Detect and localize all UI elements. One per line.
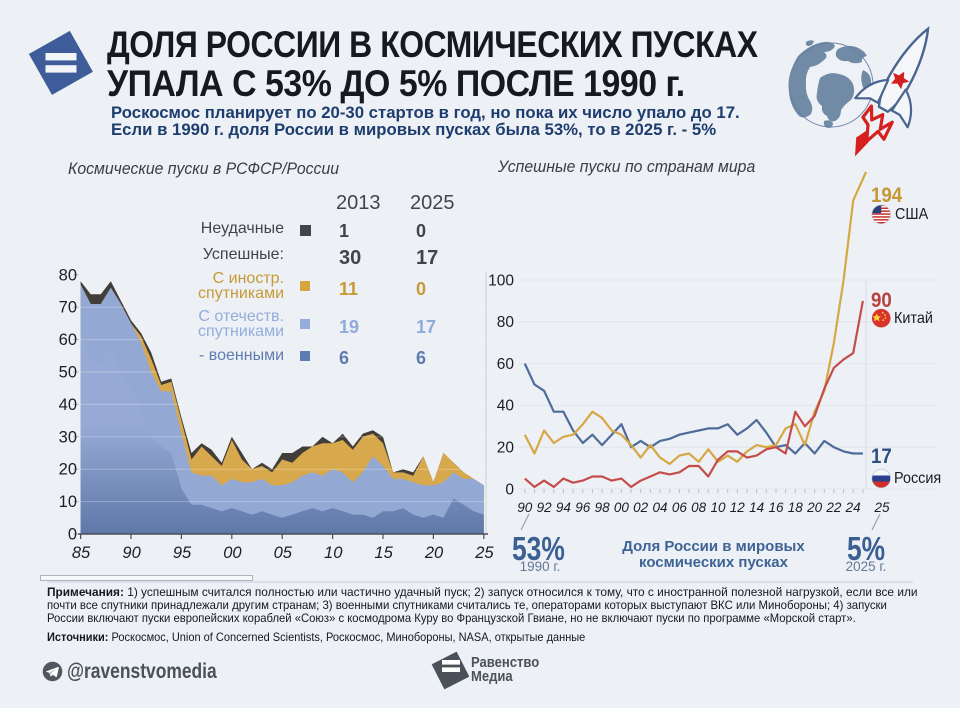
svg-text:94: 94 xyxy=(556,500,571,515)
svg-text:50: 50 xyxy=(59,364,77,382)
svg-text:80: 80 xyxy=(497,314,515,331)
svg-text:00: 00 xyxy=(614,500,630,515)
svg-text:08: 08 xyxy=(691,500,707,515)
svg-text:06: 06 xyxy=(672,500,688,515)
svg-text:96: 96 xyxy=(575,500,591,515)
svg-text:20: 20 xyxy=(497,440,515,457)
svg-text:25: 25 xyxy=(873,500,890,515)
svg-text:02: 02 xyxy=(633,500,649,515)
svg-text:95: 95 xyxy=(173,544,192,562)
svg-text:40: 40 xyxy=(59,396,77,414)
svg-text:98: 98 xyxy=(595,500,611,515)
svg-text:10: 10 xyxy=(324,544,343,562)
svg-text:0: 0 xyxy=(505,481,514,498)
svg-text:10: 10 xyxy=(59,493,77,511)
svg-text:40: 40 xyxy=(497,398,515,415)
svg-text:24: 24 xyxy=(845,500,861,515)
svg-text:16: 16 xyxy=(768,500,784,515)
svg-text:05: 05 xyxy=(274,544,293,562)
svg-text:0: 0 xyxy=(68,526,77,544)
svg-text:92: 92 xyxy=(537,500,553,515)
svg-text:15: 15 xyxy=(374,544,393,562)
svg-text:18: 18 xyxy=(788,500,804,515)
svg-text:04: 04 xyxy=(652,500,667,515)
svg-text:20: 20 xyxy=(59,461,77,479)
svg-text:60: 60 xyxy=(59,331,77,349)
svg-text:100: 100 xyxy=(488,272,514,289)
svg-text:80: 80 xyxy=(59,266,77,284)
svg-text:00: 00 xyxy=(223,544,242,562)
svg-text:60: 60 xyxy=(497,356,515,373)
svg-text:85: 85 xyxy=(72,544,91,562)
svg-text:20: 20 xyxy=(424,544,444,562)
svg-text:25: 25 xyxy=(474,544,494,562)
svg-text:12: 12 xyxy=(730,500,746,515)
svg-text:30: 30 xyxy=(59,428,77,446)
svg-text:14: 14 xyxy=(749,500,764,515)
svg-text:10: 10 xyxy=(710,500,726,515)
svg-text:90: 90 xyxy=(122,544,141,562)
svg-text:90: 90 xyxy=(517,500,533,515)
svg-text:22: 22 xyxy=(825,500,842,515)
svg-text:20: 20 xyxy=(806,500,823,515)
svg-text:70: 70 xyxy=(59,299,77,317)
